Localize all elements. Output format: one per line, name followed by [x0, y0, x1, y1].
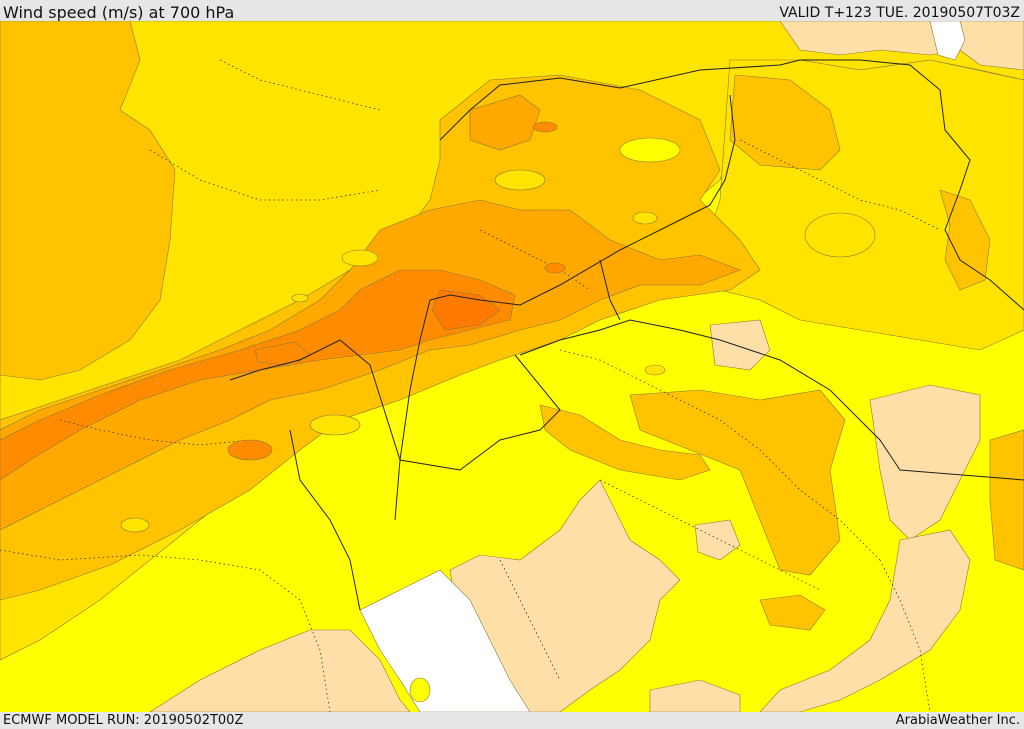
field-fresh-east: [729, 74, 841, 171]
field-calm-east2: [869, 384, 981, 541]
field-fresh-sinai: [539, 404, 711, 481]
contour-blobs-low: [409, 137, 681, 703]
field-fresh-saudi2: [989, 429, 1024, 571]
model-run-label: ECMWF MODEL RUN: 20190502T00Z: [3, 713, 244, 728]
valid-time-label: VALID T+123 TUE. 20190507T03Z: [779, 5, 1020, 21]
contour-blobs: [120, 169, 876, 533]
field-calm-east4: [694, 519, 741, 561]
national-borders: [229, 59, 1024, 611]
field-fresh-iraq: [939, 189, 991, 291]
internal-boundaries: [0, 59, 941, 712]
footer-bar: ECMWF MODEL RUN: 20190502T00Z ArabiaWeat…: [0, 712, 1024, 729]
field-very-strong: [0, 269, 516, 481]
no-data-area: [359, 569, 531, 712]
wind-speed-map[interactable]: [0, 21, 1024, 712]
map-title: Wind speed (m/s) at 700 hPa: [3, 3, 235, 22]
field-calm-east1: [709, 319, 771, 371]
field-fresh-saudi3: [759, 594, 826, 631]
map-canvas: [0, 21, 1024, 712]
field-calm-east3: [759, 529, 971, 712]
field-very-strong-2: [254, 341, 311, 366]
field-calm-bottomleft: [649, 679, 741, 712]
provider-label: ArabiaWeather Inc.: [895, 713, 1020, 728]
field-fresh-west: [0, 21, 176, 381]
field-calm-egypt: [149, 629, 411, 712]
contour-blobs-strong: [227, 121, 566, 461]
field-strong-north: [469, 94, 541, 151]
field-fresh-saudi1: [629, 389, 846, 576]
header-bar: Wind speed (m/s) at 700 hPa VALID T+123 …: [0, 0, 1024, 22]
no-data-ne: [929, 21, 966, 61]
